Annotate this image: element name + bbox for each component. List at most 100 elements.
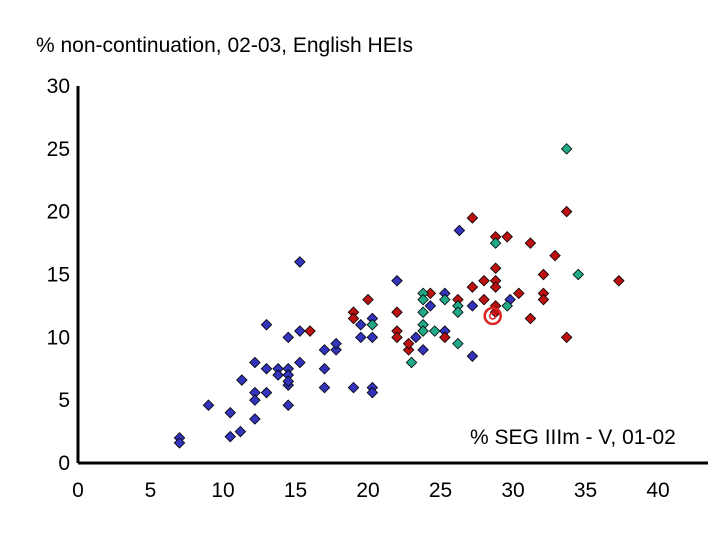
y-tick-label: 5 [58, 389, 70, 412]
data-point [466, 350, 479, 362]
data-point [272, 369, 284, 381]
data-point [489, 237, 502, 249]
data-point [466, 281, 479, 293]
data-point [366, 319, 379, 331]
data-point [318, 381, 331, 394]
data-point [452, 306, 464, 318]
data-point [282, 331, 295, 344]
data-point [304, 325, 316, 337]
x-tick-label: 15 [284, 479, 307, 502]
x-tick-label: 25 [429, 479, 452, 502]
x-tick-label: 30 [501, 479, 524, 502]
data-point [466, 212, 479, 224]
y-tick-label: 10 [47, 326, 70, 349]
x-tick-label: 35 [574, 479, 597, 502]
data-point [391, 331, 403, 344]
data-point [560, 331, 573, 344]
data-point [410, 331, 422, 344]
data-point [613, 275, 625, 287]
data-point [560, 205, 573, 218]
data-point [294, 356, 306, 369]
data-point [417, 306, 429, 318]
data-point [549, 249, 561, 262]
data-point [424, 300, 437, 312]
data-point [402, 337, 415, 350]
data-point [318, 362, 331, 375]
data-point [354, 331, 367, 344]
highlight-inner-ring [488, 312, 497, 320]
data-point [439, 293, 451, 306]
data-point [282, 375, 295, 388]
highlight-circle-marker [483, 306, 502, 326]
y-tick-labels: 0 5 10 15 20 25 30 [47, 75, 70, 475]
data-point [260, 319, 273, 331]
x-tick-label: 10 [211, 479, 234, 502]
data-point [366, 386, 379, 399]
data-point [282, 399, 295, 411]
x-tick-label: 0 [72, 479, 84, 502]
data-point [537, 293, 550, 306]
y-tick-label: 30 [47, 75, 70, 98]
data-point [501, 300, 513, 312]
series-1 [304, 205, 625, 356]
data-point [417, 325, 429, 337]
y-tick-label: 0 [58, 452, 70, 475]
y-tick-label: 20 [47, 201, 70, 224]
data-point [249, 394, 261, 406]
data-point [501, 231, 513, 243]
data-point [202, 399, 215, 411]
data-point [560, 143, 573, 155]
data-point [391, 306, 403, 318]
data-point [439, 331, 451, 344]
data-point [318, 344, 331, 356]
data-point [366, 331, 379, 344]
data-point [405, 356, 418, 369]
chart-title: % non-continuation, 02-03, English HEIs [36, 34, 414, 57]
series-2 [366, 143, 585, 369]
x-tick-label: 20 [356, 479, 379, 502]
data-point [402, 344, 415, 356]
data-point [417, 293, 429, 306]
data-point [260, 386, 273, 399]
data-point [452, 337, 464, 350]
data-point [260, 362, 273, 375]
x-axis-title: % SEG IIIm - V, 01-02 [470, 426, 676, 449]
data-point [478, 275, 490, 287]
x-tick-labels: 0 5 10 15 20 25 30 35 40 [72, 479, 670, 502]
data-point [362, 293, 374, 306]
data-point [489, 281, 502, 293]
y-tick-label: 15 [47, 264, 70, 287]
data-point [417, 344, 429, 356]
data-point [478, 293, 490, 306]
data-point [294, 256, 306, 268]
data-point [224, 406, 237, 419]
data-point [513, 287, 525, 300]
data-point [354, 319, 367, 331]
data-point [347, 312, 360, 325]
data-point [428, 325, 441, 337]
series-0 [173, 224, 516, 449]
data-point [524, 237, 537, 249]
x-tick-label: 5 [145, 479, 157, 502]
data-point [537, 268, 550, 281]
data-point [224, 430, 237, 443]
data-point [391, 275, 403, 287]
data-point [466, 300, 479, 312]
data-point [524, 312, 537, 325]
plot-area [173, 143, 625, 449]
data-point [249, 356, 261, 369]
x-tick-label: 40 [646, 479, 669, 502]
y-tick-label: 25 [47, 138, 70, 161]
data-point [347, 381, 360, 394]
data-point [330, 344, 342, 356]
data-point [236, 374, 248, 386]
data-point [234, 425, 247, 438]
data-point [173, 437, 186, 449]
data-point [294, 325, 306, 337]
data-point [249, 413, 261, 425]
data-point [330, 337, 342, 350]
data-point [453, 224, 466, 237]
data-point [489, 262, 502, 274]
data-point [572, 268, 585, 281]
